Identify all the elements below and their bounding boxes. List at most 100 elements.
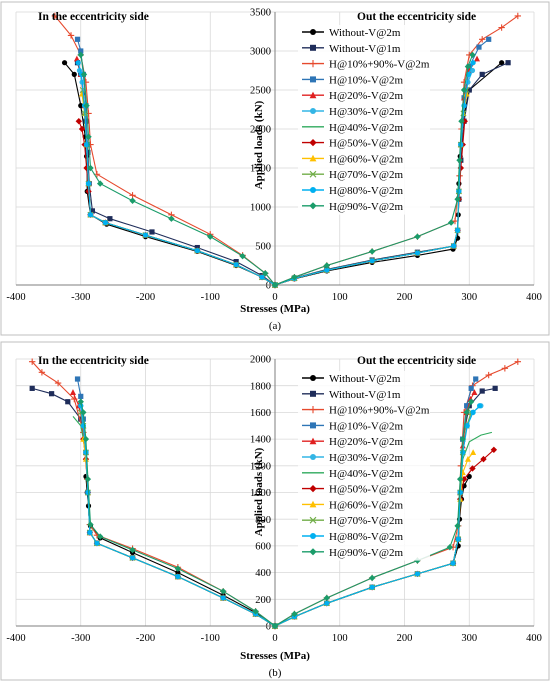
panel-b-y-axis-title: Applied loads (kN) [253,447,265,536]
data-point-h-90-v-2m [456,157,463,164]
data-point-h-10-v-2m [74,36,81,42]
data-point-without-v-1m [89,208,96,214]
data-point-h-90-v-2m [77,398,84,405]
series-line-h-80-v-2m-right [274,62,474,286]
x-tick-label: 200 [397,633,413,644]
legend-marker-h-80-v-2m [310,187,316,193]
data-point-h-90-v-2m [96,533,104,540]
data-point-h-10-v-2m [486,36,492,42]
x-tick-label: 0 [272,292,277,303]
y-tick-label: 1400 [250,435,271,446]
x-tick-label: -100 [201,292,220,303]
data-point-h-90-v-2m [168,215,175,222]
data-point-h-10-90-v-2m [54,379,62,387]
legend-label-h-60-v-2m: H@60%-V@2m [329,153,403,165]
data-point-h-90-v-2m [460,86,468,94]
legend-marker-h-60-v-2m [309,154,317,162]
data-point-h-10-v-2m [473,376,479,382]
data-point-h-80-v-2m [324,267,330,273]
legend-label-h-50-v-2m: H@50%-V@2m [329,484,403,496]
data-point-h-10-90-v-2m [38,369,46,376]
data-point-without-v-1m [492,385,498,391]
panel-b-frame [0,341,550,681]
x-tick-label: 300 [461,292,477,303]
data-point-h-80-v-2m [142,232,149,238]
data-point-h-10-90-v-2m [485,371,492,379]
legend-label-h-20-v-2m: H@20%-V@2m [329,436,403,448]
x-tick-label: -300 [71,633,90,644]
legend-marker-h-10-90-v-2m [309,406,317,414]
data-point-h-90-v-2m [83,102,90,109]
data-point-h-10-90-v-2m [514,358,522,365]
data-point-without-v-1m [149,229,155,235]
series-line-h-90-v-2m-right [274,54,474,286]
y-tick-label: 0 [266,281,271,292]
panel-a-frame [0,1,550,336]
data-point-h-90-v-2m [87,521,94,528]
data-point-without-v-1m [479,71,485,77]
data-point-h-90-v-2m [456,475,464,483]
data-point-h-90-v-2m [454,196,461,203]
data-point-h-90-v-2m [323,262,330,269]
legend-label-without-v-2m: Without-V@2m [329,373,401,385]
data-point-without-v-2m [78,103,84,109]
y-tick-label: 2000 [250,125,271,136]
data-point-h-10-90-v-2m [479,36,486,43]
legend-label-h-40-v-2m: H@40%-V@2m [329,468,403,480]
data-point-h-10-v-2m [78,48,84,54]
legend-label-h-10-90-v-2m: H@10%+90%-V@2m [329,405,430,417]
legend-marker-h-60-v-2m [309,500,317,508]
data-point-h-10-90-v-2m [501,365,509,372]
y-tick-label: 1600 [250,408,271,419]
data-point-h-10-90-v-2m [28,358,36,365]
data-point-without-v-1m [479,388,485,394]
data-point-h-90-v-2m [291,274,298,281]
data-point-h-90-v-2m [129,197,136,204]
data-point-h-90-v-2m [458,118,465,125]
legend-marker-h-90-v-2m [309,548,317,556]
data-point-h-80-v-2m [414,250,421,256]
legend-marker-h-10-v-2m [310,422,316,429]
y-tick-label: 200 [255,595,271,606]
y-tick-label: 2500 [250,86,271,97]
legend-entry-bg [298,167,430,183]
legend-entry-bg [298,119,430,136]
x-tick-label: -200 [136,633,155,644]
data-point-h-20-v-2m [471,389,478,395]
x-tick-label: 400 [526,633,542,644]
legend-label-without-v-2m: Without-V@2m [329,27,401,39]
series-line-h-50-v-2m-left [78,120,276,286]
data-point-h-10-v-2m [468,385,474,391]
data-point-h-80-v-2m [75,60,81,66]
series-line-h-30-v-2m-left [78,70,276,286]
legend-label-h-50-v-2m: H@50%-V@2m [329,138,403,150]
data-point-h-90-v-2m [80,71,88,78]
data-point-without-v-2m [71,71,77,77]
data-point-h-90-v-2m [368,248,376,255]
legend-label-h-10-90-v-2m: H@10%+90%-V@2m [329,59,430,71]
data-point-h-50-v-2m [469,465,476,472]
legend-marker-h-10-90-v-2m [309,60,317,68]
legend-entry-bg [298,371,430,387]
series-line-without-v-2m-left [64,62,276,286]
panel-b-series [28,358,522,630]
data-point-h-80-v-2m [85,489,91,496]
panel-a-label: (a) [269,320,282,332]
legend-label-h-10-v-2m: H@10%-V@2m [329,74,403,86]
y-tick-label: 1000 [250,488,271,499]
legend-marker-h-20-v-2m [309,91,317,99]
series-line-h-20-v-2m-left [72,392,276,627]
panel-a-legend: Without-V@2m Without-V@1m H@10%+90%-V@2m H@… [298,25,430,215]
legend-marker-h-90-v-2m [309,202,317,210]
y-tick-label: 3500 [250,8,271,19]
legend-marker-h-10-v-2m [310,76,316,83]
data-point-h-80-v-2m [454,227,461,233]
data-point-h-90-v-2m [87,164,94,172]
data-point-h-20-v-2m [474,55,481,62]
data-point-h-80-v-2m [102,220,108,226]
series-line-h-70-v-2m-left [82,89,276,286]
data-point-h-80-v-2m [233,262,239,268]
data-point-h-80-v-2m [369,258,375,264]
legend-marker-h-50-v-2m [309,139,317,147]
data-point-h-90-v-2m [207,233,214,240]
